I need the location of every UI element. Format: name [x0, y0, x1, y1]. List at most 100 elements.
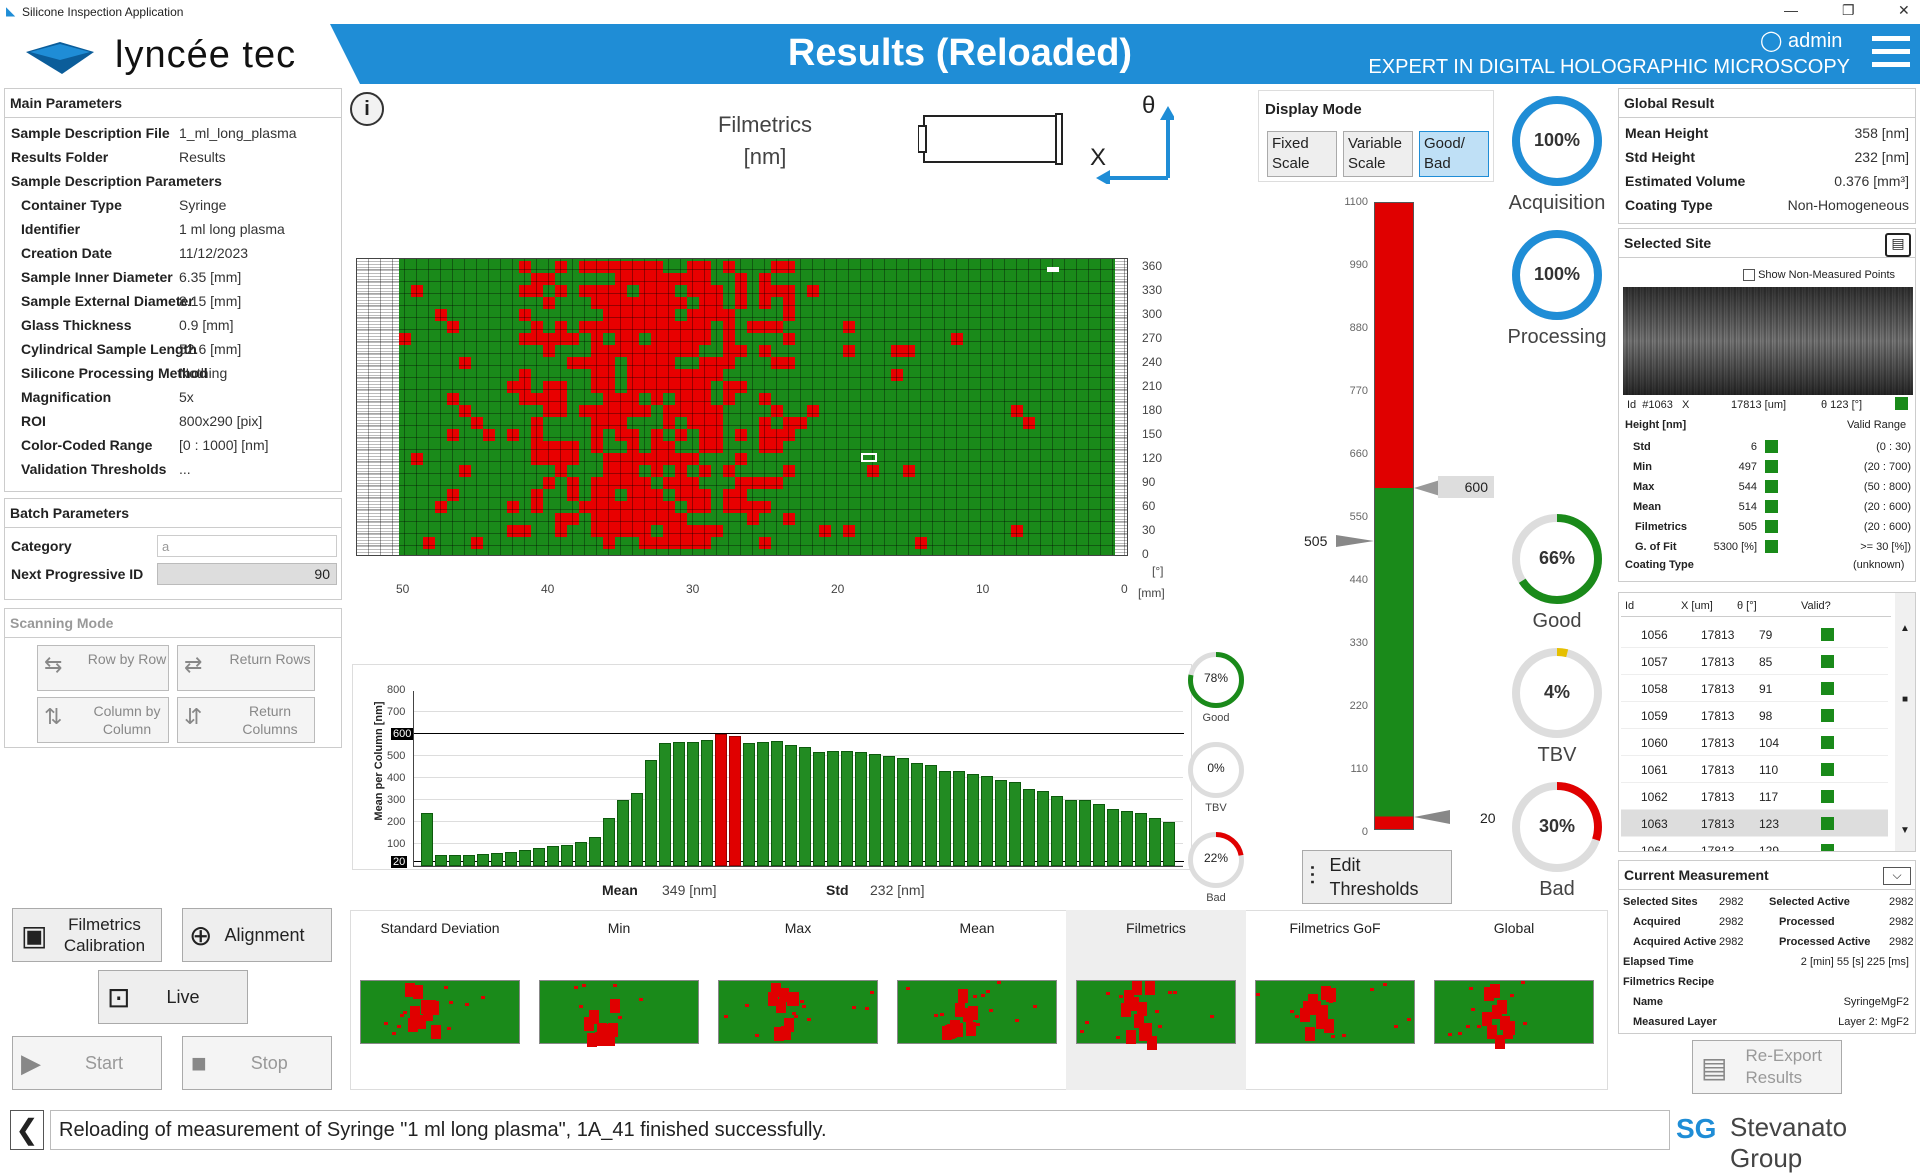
info-icon[interactable]: i — [350, 92, 384, 126]
chart-bar[interactable] — [855, 751, 867, 866]
chart-bar[interactable] — [995, 780, 1007, 866]
chart-bar[interactable] — [1135, 813, 1147, 866]
return-rows-button[interactable]: ⇄ Return Rows — [177, 645, 315, 691]
show-non-measured-checkbox[interactable] — [1743, 269, 1755, 282]
chart-bar[interactable] — [547, 846, 559, 866]
next-id-field[interactable]: 90 — [157, 563, 337, 585]
back-chevron-icon[interactable]: ❮ — [10, 1110, 44, 1150]
chart-bar[interactable] — [575, 841, 587, 866]
table-row[interactable]: 1059 17813 98 — [1621, 702, 1888, 729]
chart-bar[interactable] — [1093, 804, 1105, 866]
hamburger-menu-icon[interactable] — [1872, 36, 1910, 70]
maximize-icon[interactable]: ❐ — [1842, 2, 1855, 18]
chart-bar[interactable] — [1009, 782, 1021, 866]
chart-bar[interactable] — [981, 775, 993, 866]
filmetrics-calibration-button[interactable]: ▣ Filmetrics Calibration — [12, 908, 162, 962]
chart-bar[interactable] — [1037, 791, 1049, 866]
chart-bar[interactable] — [491, 852, 503, 866]
chart-bar[interactable] — [813, 751, 825, 866]
chart-bar[interactable] — [1079, 800, 1091, 866]
row-by-row-button[interactable]: ⇆ Row by Row — [37, 645, 169, 691]
chart-bar[interactable] — [785, 745, 797, 866]
live-button[interactable]: ⊡ Live — [98, 970, 248, 1024]
stop-button[interactable]: ■ Stop — [182, 1036, 332, 1090]
chart-bar[interactable] — [771, 740, 783, 866]
chart-bar[interactable] — [869, 753, 881, 866]
chart-bar[interactable] — [617, 800, 629, 866]
chart-bar[interactable] — [435, 855, 447, 866]
edit-thresholds-button[interactable]: ⫶ Edit Thresholds — [1302, 850, 1452, 904]
show-non-measured[interactable]: Show Non-Measured Points — [1743, 269, 1895, 282]
table-row[interactable]: 1062 17813 117 — [1621, 783, 1888, 810]
chart-bar[interactable] — [659, 742, 671, 866]
collapse-chevron-icon[interactable]: ⌵ — [1883, 867, 1911, 885]
chart-bar[interactable] — [841, 750, 853, 866]
selected-site-marker[interactable] — [861, 453, 877, 462]
sites-scrollbar[interactable]: ▲ ■ ▼ — [1895, 593, 1915, 851]
chart-bar[interactable] — [631, 793, 643, 866]
re-export-results-button[interactable]: ▤ Re-Export Results — [1692, 1040, 1842, 1094]
result-tab[interactable]: Mean — [887, 910, 1067, 1090]
result-tab[interactable]: Standard Deviation — [350, 910, 530, 1090]
chart-bar[interactable] — [897, 758, 909, 866]
upper-threshold-marker[interactable] — [1414, 480, 1440, 496]
chart-bar[interactable] — [939, 771, 951, 866]
result-tab[interactable]: Filmetrics — [1066, 910, 1246, 1090]
chart-bar[interactable] — [449, 855, 461, 866]
category-input[interactable] — [157, 535, 337, 557]
chart-bar[interactable] — [533, 848, 545, 866]
chart-bar[interactable] — [827, 750, 839, 866]
table-row[interactable]: 1057 17813 85 — [1621, 648, 1888, 675]
variable-scale-button[interactable]: Variable Scale — [1343, 131, 1413, 177]
table-row[interactable]: 1063 17813 123 — [1621, 810, 1888, 837]
table-row[interactable]: 1058 17813 91 — [1621, 675, 1888, 702]
chart-bar[interactable] — [953, 771, 965, 866]
filmetrics-heatmap[interactable] — [356, 258, 1128, 556]
chart-bar[interactable] — [911, 762, 923, 866]
good-bad-button[interactable]: Good/ Bad — [1419, 131, 1489, 177]
chart-bar[interactable] — [645, 760, 657, 866]
result-tab[interactable]: Min — [529, 910, 709, 1090]
return-columns-button[interactable]: ⇵ Return Columns — [177, 697, 315, 743]
chart-bar[interactable] — [743, 742, 755, 866]
chart-bar[interactable] — [1051, 795, 1063, 866]
chart-bar[interactable] — [1023, 789, 1035, 866]
fixed-scale-button[interactable]: Fixed Scale — [1267, 131, 1337, 177]
close-icon[interactable]: ✕ — [1898, 2, 1910, 18]
lower-threshold-marker[interactable] — [1414, 810, 1450, 824]
chart-bar[interactable] — [799, 747, 811, 866]
chart-bar[interactable] — [505, 851, 517, 866]
user-menu[interactable]: ◯ admin — [1760, 28, 1842, 53]
column-by-column-button[interactable]: ⇅ Column by Column — [37, 697, 169, 743]
table-row[interactable]: 1061 17813 110 — [1621, 756, 1888, 783]
result-tab[interactable]: Filmetrics GoF — [1245, 910, 1425, 1090]
start-button[interactable]: ▶ Start — [12, 1036, 162, 1090]
table-row[interactable]: 1064 17813 129 — [1621, 837, 1888, 851]
chart-bar[interactable] — [561, 845, 573, 866]
chart-bar[interactable] — [883, 756, 895, 866]
alignment-button[interactable]: ⊕ Alignment — [182, 908, 332, 962]
chart-bar[interactable] — [715, 734, 727, 866]
chart-bar[interactable] — [477, 853, 489, 866]
chart-bar[interactable] — [673, 741, 685, 866]
table-row[interactable]: 1060 17813 104 — [1621, 729, 1888, 756]
save-icon[interactable]: ▤ — [1885, 233, 1911, 257]
chart-bar[interactable] — [967, 773, 979, 866]
chart-bar[interactable] — [729, 736, 741, 866]
chart-bar[interactable] — [1163, 822, 1175, 866]
chart-bar[interactable] — [589, 837, 601, 866]
chart-bar[interactable] — [1149, 817, 1161, 866]
chart-bar[interactable] — [701, 739, 713, 866]
upper-threshold-value[interactable]: 600 — [1438, 476, 1494, 498]
chart-bar[interactable] — [519, 849, 531, 866]
chart-bar[interactable] — [1107, 808, 1119, 866]
chart-bar[interactable] — [757, 741, 769, 866]
chart-bar[interactable] — [1121, 811, 1133, 866]
chart-bar[interactable] — [463, 855, 475, 866]
result-tab[interactable]: Global — [1424, 910, 1604, 1090]
chart-bar[interactable] — [687, 741, 699, 866]
chart-bar[interactable] — [925, 764, 937, 866]
minimize-icon[interactable]: — — [1784, 2, 1798, 18]
chart-bar[interactable] — [603, 817, 615, 866]
table-row[interactable]: 1056 17813 79 — [1621, 621, 1888, 648]
